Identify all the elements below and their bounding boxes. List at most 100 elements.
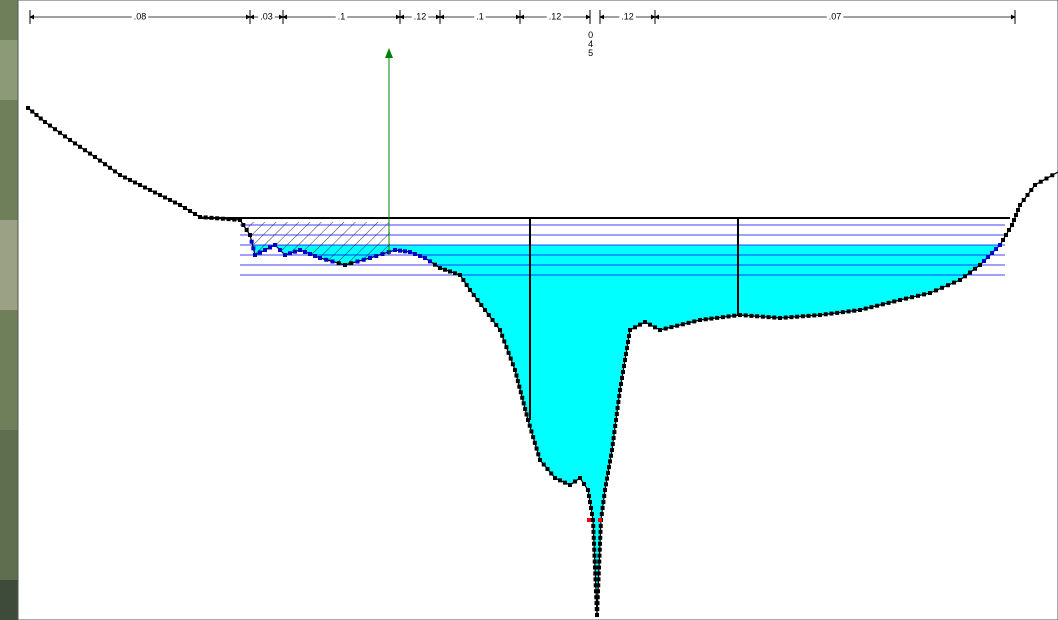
ground-point [597, 547, 602, 552]
ground-point [413, 252, 417, 256]
ground-point [143, 185, 147, 190]
ground-point [783, 315, 788, 320]
ground-point [313, 254, 317, 258]
ground-point [726, 314, 731, 319]
ground-point [98, 158, 102, 163]
ground-point [498, 328, 502, 332]
ground-point [622, 364, 626, 368]
ground-point [448, 269, 452, 274]
ground-point [633, 325, 637, 330]
ground-point [619, 382, 623, 386]
ground-point [1018, 203, 1022, 207]
ground-point [520, 395, 525, 400]
ground-point [869, 305, 874, 310]
ground-point [823, 312, 828, 317]
ground-point [536, 452, 541, 457]
ground-point [418, 254, 422, 258]
ground-point [253, 253, 257, 257]
ground-point [610, 442, 615, 446]
ground-point [502, 339, 507, 344]
ground-point [982, 259, 986, 263]
ground-point [148, 188, 152, 192]
ground-point [464, 283, 469, 287]
ground-point [663, 326, 668, 331]
ground-point [610, 448, 614, 452]
ground-point [461, 278, 466, 282]
ground-point [558, 478, 562, 483]
ground-point [596, 589, 600, 594]
ground-point [113, 169, 117, 174]
aerial-strip [0, 580, 18, 620]
label-bg [826, 11, 844, 23]
manning-n-label: .08 [134, 11, 147, 21]
ground-point [513, 368, 517, 372]
ground-point [916, 293, 920, 298]
ground-point [591, 529, 596, 534]
ground-point [755, 314, 760, 319]
ground-point [952, 280, 956, 285]
ground-point [258, 250, 262, 255]
ground-point [268, 245, 272, 250]
ground-point [620, 376, 624, 380]
ground-point [904, 296, 908, 301]
ground-point [298, 248, 302, 252]
ground-point [608, 459, 612, 464]
ground-point [616, 400, 621, 404]
ground-point [349, 261, 354, 266]
ground-point [598, 541, 602, 546]
ground-point [946, 283, 950, 288]
ground-point [251, 246, 256, 251]
ground-point [43, 120, 47, 124]
ground-point [173, 200, 177, 205]
ground-point [183, 206, 187, 210]
manning-n-label: .1 [338, 11, 346, 21]
ground-point [1029, 188, 1034, 192]
ground-point [592, 541, 596, 546]
ground-point [68, 138, 72, 142]
ground-point [638, 322, 642, 327]
ground-point [73, 141, 77, 146]
ground-point [549, 471, 554, 476]
ground-point [563, 480, 567, 485]
ground-point [617, 394, 622, 398]
ground-point [599, 512, 604, 516]
manning-n-label: .12 [414, 11, 427, 21]
ground-point [990, 251, 994, 255]
ground-point [1050, 173, 1055, 178]
ground-point [597, 565, 601, 570]
ground-point [591, 518, 595, 522]
ground-point [163, 195, 167, 200]
ground-point [483, 308, 487, 312]
ground-point [368, 256, 372, 260]
ground-point [479, 303, 484, 307]
ground-point [973, 266, 977, 271]
ground-point [840, 310, 845, 315]
ground-point [428, 259, 432, 264]
ground-point [595, 595, 600, 600]
ground-point [628, 328, 632, 332]
ground-point [63, 134, 67, 139]
water-fill [252, 245, 1000, 615]
ground-point [303, 250, 307, 254]
ground-point [593, 583, 598, 588]
ground-point [778, 316, 782, 320]
ground-point [423, 256, 427, 260]
ground-point [738, 313, 742, 317]
ground-point [648, 322, 652, 327]
ground-point [940, 285, 944, 290]
ground-point [336, 261, 341, 266]
ground-point [249, 239, 254, 244]
ground-point [1007, 228, 1011, 232]
ground-point [1025, 193, 1030, 197]
ground-point [760, 314, 765, 319]
ground-point [800, 314, 805, 319]
ground-point [766, 315, 771, 320]
ground-point [615, 406, 620, 410]
label-bg [619, 11, 636, 23]
ground-point [538, 458, 542, 462]
ground-point [621, 370, 625, 374]
ground-point [598, 523, 603, 528]
ground-point [524, 412, 529, 417]
ground-point [596, 583, 601, 588]
ground-point [658, 328, 662, 332]
